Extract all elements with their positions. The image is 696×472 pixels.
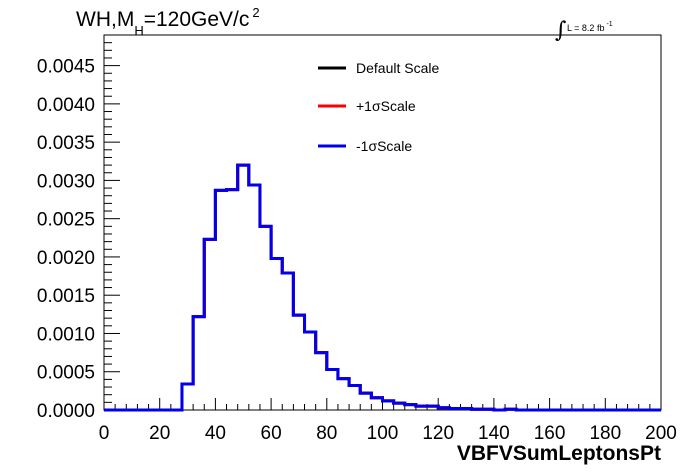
y-tick-label: 0.0010 [37,324,95,345]
chart-title: WH,MH=120GeV/c 2 [76,5,260,38]
chart-title-rest: =120GeV/c [144,8,250,31]
legend-label: +1σScale [356,98,416,114]
x-tick-label: 160 [534,423,566,444]
chart-title-subscript: H [134,23,143,38]
series-group [104,163,661,412]
x-tick-label: 20 [149,423,170,444]
y-tick-label: 0.0005 [37,363,95,384]
y-tick-label: 0.0045 [37,57,95,78]
luminosity-unit-exponent: -1 [606,21,612,28]
luminosity-value: L = 8.2 fb [567,23,604,33]
x-tick-label: 60 [261,423,282,444]
x-tick-label: 140 [478,423,510,444]
luminosity-label: L = 8.2 fb -1 [567,21,613,33]
y-tick-label: 0.0040 [37,95,95,116]
x-tick-label: 80 [316,423,337,444]
y-tick-label: 0.0035 [37,133,95,154]
legend: Default Scale +1σScale -1σScale [318,60,439,154]
x-tick-label: 100 [367,423,399,444]
series-line [104,163,661,412]
y-tick-label: 0.0025 [37,210,95,231]
x-tick-label: 120 [422,423,454,444]
x-axis-label: VBFVSumLeptonsPt [457,442,661,465]
x-tick-label: 40 [205,423,226,444]
y-tick-label: 0.0015 [37,286,95,307]
x-tick-label: 180 [589,423,621,444]
x-tick-label: 200 [645,423,677,444]
y-tick-label: 0.0020 [37,248,95,269]
legend-label: -1σScale [356,138,412,154]
axes-group: 0 20 40 60 80 100 120 140 160 180 200 0.0000 0.0005 0… [37,42,677,444]
legend-label: Default Scale [356,60,439,76]
y-tick-label: 0.0030 [37,171,95,192]
chart-title-main: WH,M [76,8,134,31]
chart-title-superscript: 2 [252,5,259,20]
integral-sign: ∫ [555,18,567,43]
x-tick-label: 0 [99,423,110,444]
y-tick-label: 0.0000 [37,401,95,422]
